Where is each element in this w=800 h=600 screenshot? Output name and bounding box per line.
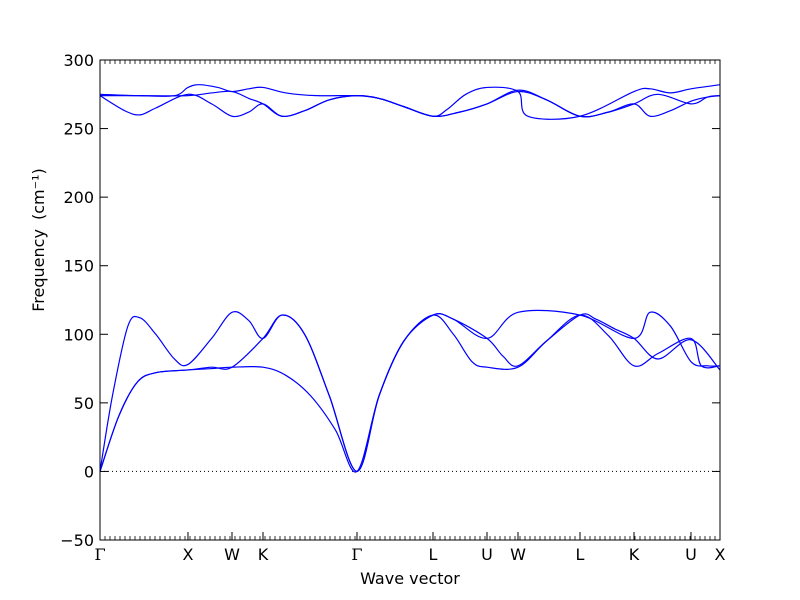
y-ticks: −50 0 50 100 150 200 250 300: [60, 51, 720, 550]
kpoint-label-4: K: [258, 545, 269, 564]
y-tick-label: 50: [74, 394, 94, 413]
kpoint-label-6: L: [429, 545, 438, 564]
kpoint-label-1: Γ: [94, 545, 105, 564]
series-group: [99, 84, 721, 473]
kpoint-label-8: W: [510, 545, 526, 564]
plot-frame: [99, 59, 721, 541]
y-tick-label: −50: [60, 531, 94, 550]
y-tick-label: 0: [84, 462, 94, 481]
y-tick-label: 100: [63, 325, 94, 344]
kpoint-label-9: L: [576, 545, 585, 564]
band-line-6: [99, 84, 721, 120]
kpoint-label-12: X: [715, 545, 726, 564]
y-tick-label: 250: [63, 120, 94, 139]
y-tick-label: 200: [63, 188, 94, 207]
band-line-3: [99, 309, 721, 473]
x-axis-label: Wave vector: [360, 569, 460, 588]
y-axis-label-text: Frequency: [29, 229, 48, 312]
kpoint-label-5: Γ: [351, 545, 362, 564]
kpoint-label-2: X: [182, 545, 193, 564]
kpoint-label-3: W: [224, 545, 240, 564]
y-axis-label: Frequency (cm⁻¹): [29, 168, 48, 311]
plot-area: [100, 60, 720, 540]
y-tick-label: 150: [63, 257, 94, 276]
y-axis-label-unit: (cm⁻¹): [29, 168, 48, 220]
kpoint-label-7: U: [481, 545, 493, 564]
kpoint-label-11: U: [685, 545, 697, 564]
kpoint-label-10: K: [629, 545, 640, 564]
y-tick-label: 300: [63, 51, 94, 70]
